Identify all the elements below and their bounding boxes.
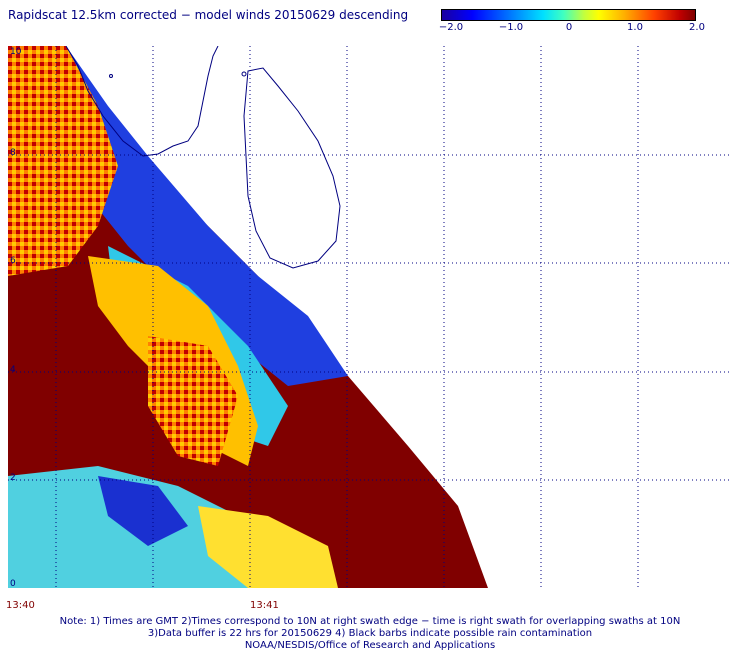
note-line-1: Note: 1) Times are GMT 2)Times correspon… <box>59 616 681 627</box>
coastline <box>65 46 341 269</box>
blue-coastal-band <box>58 46 348 386</box>
south-yellow-patch <box>198 506 338 588</box>
y-tick-label: 6 <box>10 256 16 266</box>
note-line-2: 3)Data buffer is 22 hrs for 20150629 4) … <box>147 628 593 639</box>
y-tick-label: 4 <box>10 365 16 375</box>
y-tick-label: 8 <box>10 148 16 158</box>
south-blue-patch <box>98 476 188 546</box>
swath-time-left: 13:40 <box>6 600 35 611</box>
grid <box>8 46 730 588</box>
swath-time-center: 13:41 <box>250 600 279 611</box>
island-mark <box>109 74 113 78</box>
sri-lanka-coastline <box>243 67 341 269</box>
north-mixed-region <box>8 46 118 276</box>
wind-difference-map: 76 78 80 82 84 86 88 0 2 4 6 8 10 <box>8 46 730 588</box>
axis-labels: 76 78 80 82 84 86 88 0 2 4 6 8 10 <box>10 47 22 588</box>
y-tick-label: 10 <box>10 47 22 57</box>
color-scale-tick: 0 <box>565 22 573 33</box>
color-scale-tick: −1.0 <box>498 22 524 33</box>
color-scale-tick: 2.0 <box>689 22 705 33</box>
color-scale-bar <box>441 9 696 21</box>
india-coastline <box>65 46 219 157</box>
page-title: Rapidscat 12.5km corrected − model winds… <box>8 8 409 22</box>
y-tick-label: 0 <box>10 579 16 588</box>
wind-swath <box>8 46 488 588</box>
color-scale-tick: 1.0 <box>627 22 643 33</box>
y-tick-label: 2 <box>10 473 16 483</box>
island-mark <box>241 71 247 77</box>
central-mixed-region <box>148 336 238 466</box>
color-scale-tick: −2.0 <box>438 22 464 33</box>
note-line-3: NOAA/NESDIS/Office of Research and Appli… <box>244 640 496 651</box>
